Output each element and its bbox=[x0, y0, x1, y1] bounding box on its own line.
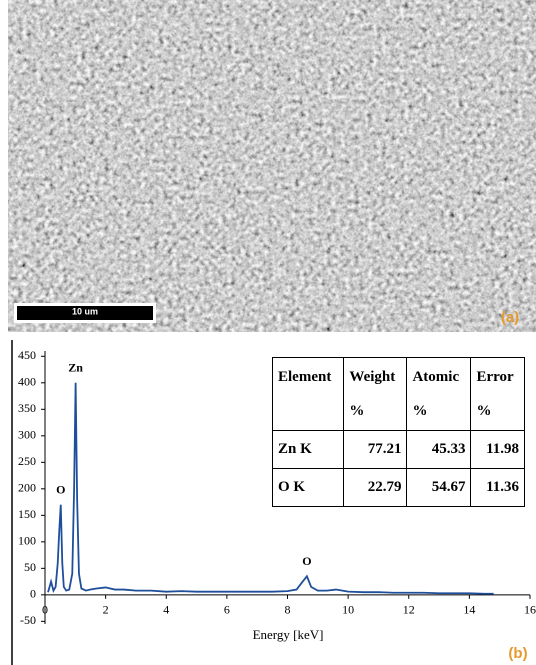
table-cell: Weight% bbox=[344, 358, 407, 431]
header-text: Error bbox=[476, 360, 519, 394]
x-tick-label: 8 bbox=[285, 603, 291, 617]
table-cell: O K bbox=[273, 469, 344, 507]
x-tick-label: 14 bbox=[463, 603, 475, 617]
header-text: % bbox=[476, 394, 519, 428]
table-cell: Atomic% bbox=[407, 358, 471, 431]
header-text: Atomic bbox=[412, 360, 465, 394]
table-cell: Zn K bbox=[273, 431, 344, 469]
peak-annotation: O bbox=[56, 482, 65, 496]
y-tick-label: 400 bbox=[18, 375, 36, 389]
header-text: Weight bbox=[349, 360, 401, 394]
x-tick-label: 12 bbox=[403, 603, 415, 617]
table-cell: 11.36 bbox=[471, 469, 525, 507]
x-axis-label: Energy [keV] bbox=[253, 627, 324, 642]
header-text: Element bbox=[278, 360, 338, 394]
table-cell: 11.98 bbox=[471, 431, 525, 469]
y-tick-label: 0 bbox=[30, 587, 36, 601]
x-tick-label: 4 bbox=[163, 603, 169, 617]
y-tick-label: 350 bbox=[18, 401, 36, 415]
table-cell: Error% bbox=[471, 358, 525, 431]
table-cell: 54.67 bbox=[407, 469, 471, 507]
table-cell: 77.21 bbox=[344, 431, 407, 469]
table-cell: 45.33 bbox=[407, 431, 471, 469]
page: 10 um (a) Energy [keV] (b) -500501001502… bbox=[0, 0, 536, 665]
sem-texture bbox=[8, 0, 536, 332]
panel-label: (a) bbox=[501, 309, 519, 326]
y-tick-label: 200 bbox=[18, 481, 36, 495]
y-tick-label: 450 bbox=[18, 348, 36, 362]
y-tick-label: 100 bbox=[18, 534, 36, 548]
x-tick-label: 6 bbox=[224, 603, 230, 617]
header-text: % bbox=[412, 394, 465, 428]
y-tick-label: 250 bbox=[18, 454, 36, 468]
y-tick-label: 150 bbox=[18, 507, 36, 521]
scale-bar-label: 10 um bbox=[72, 306, 98, 316]
figure: 10 um (a) Energy [keV] (b) -500501001502… bbox=[0, 0, 536, 665]
table-cell: 22.79 bbox=[344, 469, 407, 507]
x-tick-label: 2 bbox=[103, 603, 109, 617]
header-text: % bbox=[349, 394, 401, 428]
y-tick-label: 300 bbox=[18, 428, 36, 442]
x-tick-label: 0 bbox=[42, 603, 48, 617]
y-tick-label: -50 bbox=[20, 613, 36, 627]
panel-label: (b) bbox=[508, 645, 527, 662]
y-tick-label: 50 bbox=[24, 560, 36, 574]
x-tick-label: 10 bbox=[342, 603, 354, 617]
peak-annotation: O bbox=[302, 554, 311, 568]
table-cell: Element bbox=[273, 358, 344, 431]
x-tick-label: 16 bbox=[524, 603, 536, 617]
peak-annotation: Zn bbox=[68, 361, 83, 375]
